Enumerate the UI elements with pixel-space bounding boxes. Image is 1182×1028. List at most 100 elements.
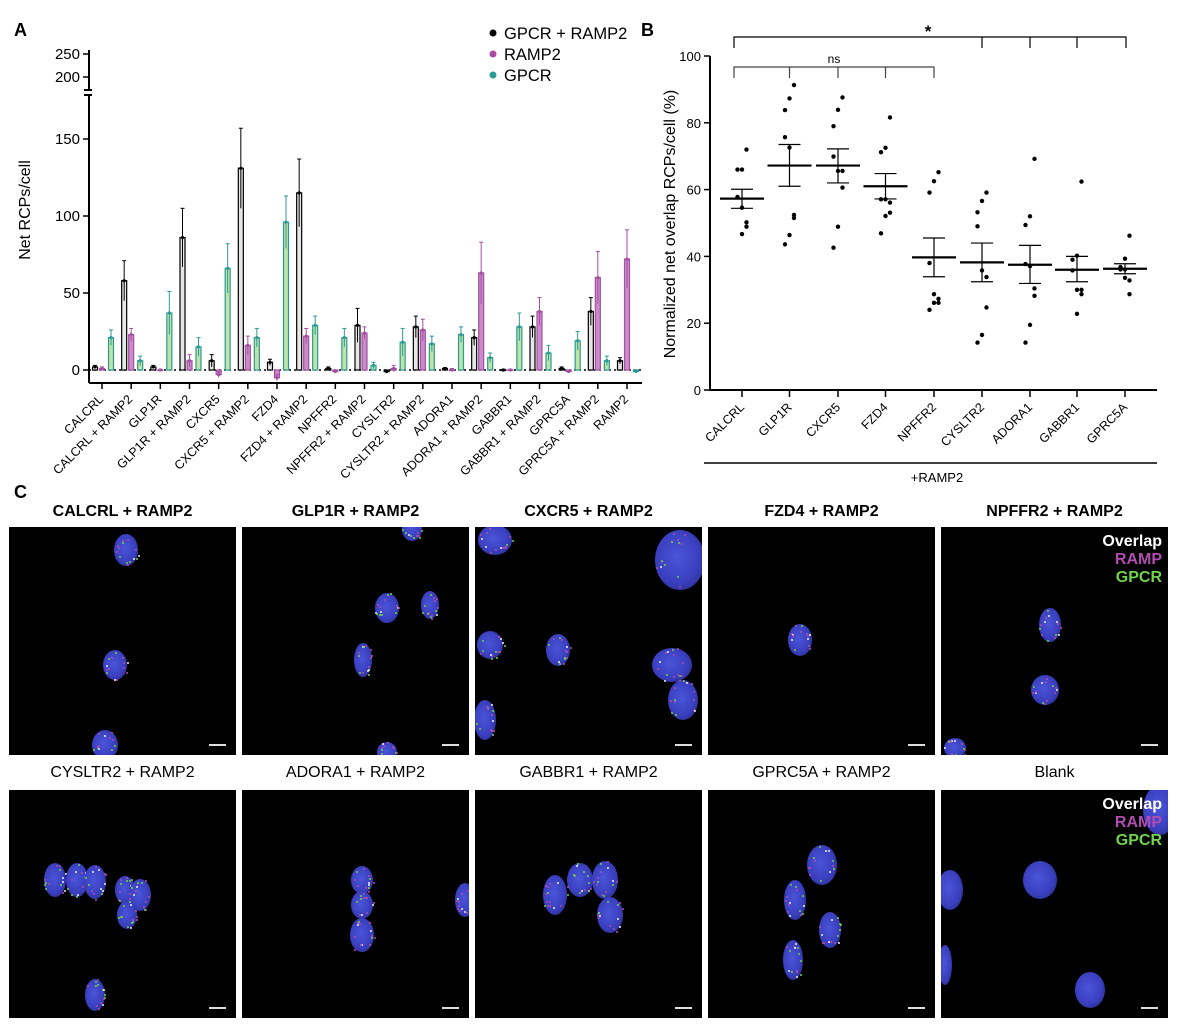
- nucleus: [941, 945, 952, 985]
- rcp-signal-spot: [1039, 624, 1042, 627]
- nucleus: [92, 730, 118, 755]
- rcp-signal-spot: [457, 904, 460, 907]
- rcp-signal-spot: [101, 1004, 104, 1007]
- rcp-signal-spot: [375, 613, 378, 616]
- rcp-signal-spot: [609, 924, 612, 927]
- mean-dot: [151, 365, 155, 369]
- rcp-signal-spot: [603, 894, 606, 897]
- rcp-signal-spot: [1044, 702, 1047, 705]
- rcp-signal-spot: [410, 535, 413, 538]
- rcp-signal-spot: [809, 634, 812, 637]
- rcp-signal-spot: [131, 878, 134, 881]
- chart-b-normalized-overlap: 0 20 40 60 80 100 Normalized net overlap RCPs/…: [662, 22, 1157, 485]
- channel-legend: Overlap RAMP GPCR: [1102, 796, 1162, 850]
- rcp-signal-spot: [125, 879, 128, 882]
- rcp-signal-spot: [76, 896, 79, 899]
- x-tick-label: CALCRL: [702, 400, 747, 445]
- rcp-signal-spot: [505, 543, 508, 546]
- rcp-signal-spot: [135, 548, 138, 551]
- rcp-signal-spot: [663, 564, 666, 567]
- rcp-signal-spot: [100, 893, 103, 896]
- y-tick-label: 80: [687, 116, 701, 131]
- rcp-signal-spot: [387, 593, 390, 596]
- micrograph-image: [708, 790, 935, 1018]
- legend-marker: [489, 50, 497, 58]
- rcp-signal-spot: [674, 713, 677, 716]
- rcp-signal-spot: [684, 533, 687, 536]
- scale-bar: [442, 1007, 459, 1009]
- rcp-signal-spot: [370, 929, 373, 932]
- rcp-signal-spot: [492, 720, 495, 723]
- data-point: [831, 154, 836, 159]
- rcp-signal-spot: [125, 672, 128, 675]
- rcp-signal-spot: [366, 912, 369, 915]
- rcp-signal-spot: [359, 894, 362, 897]
- rcp-signal-spot: [788, 969, 791, 972]
- x-tick-label: CXCR5: [803, 400, 843, 440]
- rcp-signal-spot: [91, 871, 94, 874]
- rcp-signal-spot: [118, 900, 121, 903]
- rcp-signal-spot: [137, 882, 140, 885]
- data-point: [887, 210, 893, 215]
- channel-legend-overlap: Overlap: [1102, 796, 1162, 813]
- rcp-signal-spot: [422, 611, 425, 614]
- panel-label-a: A: [14, 20, 27, 40]
- rcp-signal-spot: [369, 648, 372, 651]
- nucleus: [84, 865, 106, 899]
- rcp-signal-spot: [103, 993, 106, 996]
- micrograph-title: CXCR5 + RAMP2: [524, 503, 653, 520]
- mean-dot: [430, 342, 434, 346]
- mean-dot: [576, 339, 580, 343]
- rcp-signal-spot: [678, 680, 681, 682]
- mean-dot: [459, 332, 463, 337]
- rcp-signal-spot: [693, 698, 696, 701]
- rcp-signal-spot: [560, 638, 563, 641]
- channel-legend-ramp: RAMP: [1114, 551, 1162, 568]
- mean-dot: [268, 360, 272, 364]
- rcp-signal-spot: [136, 919, 139, 922]
- nucleus: [543, 875, 567, 915]
- data-point: [1127, 278, 1132, 283]
- panel-label-c: C: [14, 482, 27, 502]
- rcp-signal-spot: [944, 747, 946, 750]
- micrograph-title: GPRC5A + RAMP2: [752, 764, 891, 781]
- rcp-signal-spot: [363, 892, 366, 895]
- rcp-signal-spot: [431, 615, 434, 618]
- x-tick-label: CYSLTR2: [938, 400, 987, 449]
- x-tick-label: FZD4: [859, 400, 891, 432]
- rcp-signal-spot: [58, 865, 61, 868]
- rcp-signal-spot: [44, 882, 47, 885]
- rcp-signal-spot: [80, 872, 83, 875]
- rcp-signal-spot: [948, 740, 951, 742]
- rcp-signal-spot: [678, 675, 681, 678]
- rcp-signal-spot: [596, 880, 599, 883]
- x-tick-label: GABBR1: [1036, 400, 1082, 446]
- rcp-signal-spot: [382, 745, 385, 748]
- rcp-signal-spot: [419, 537, 422, 540]
- rcp-signal-spot: [358, 922, 361, 925]
- x-tick-label: GPRC5A: [1084, 400, 1131, 447]
- rcp-signal-spot: [503, 645, 506, 648]
- rcp-signal-spot: [495, 549, 498, 552]
- micrograph-image: [242, 527, 469, 755]
- rcp-signal-spot: [789, 915, 792, 918]
- rcp-signal-spot: [434, 600, 437, 603]
- rcp-signal-spot: [106, 668, 109, 671]
- rcp-signal-spot: [104, 873, 107, 876]
- rcp-signal-spot: [131, 921, 134, 924]
- rcp-signal-spot: [584, 888, 587, 891]
- rcp-signal-spot: [362, 646, 365, 649]
- rcp-signal-spot: [421, 529, 424, 532]
- channel-legend-gpcr: GPCR: [1115, 569, 1162, 586]
- rcp-signal-spot: [97, 984, 100, 987]
- y-tick-label: 50: [63, 285, 80, 302]
- data-point: [1079, 291, 1084, 297]
- data-point: [936, 170, 941, 175]
- rcp-signal-spot: [677, 576, 680, 579]
- rcp-signal-spot: [132, 894, 135, 897]
- rcp-signal-spot: [578, 892, 581, 895]
- rcp-signal-spot: [667, 651, 670, 654]
- rcp-signal-spot: [837, 942, 840, 945]
- rcp-signal-spot: [805, 632, 808, 635]
- rcp-signal-spot: [111, 732, 114, 735]
